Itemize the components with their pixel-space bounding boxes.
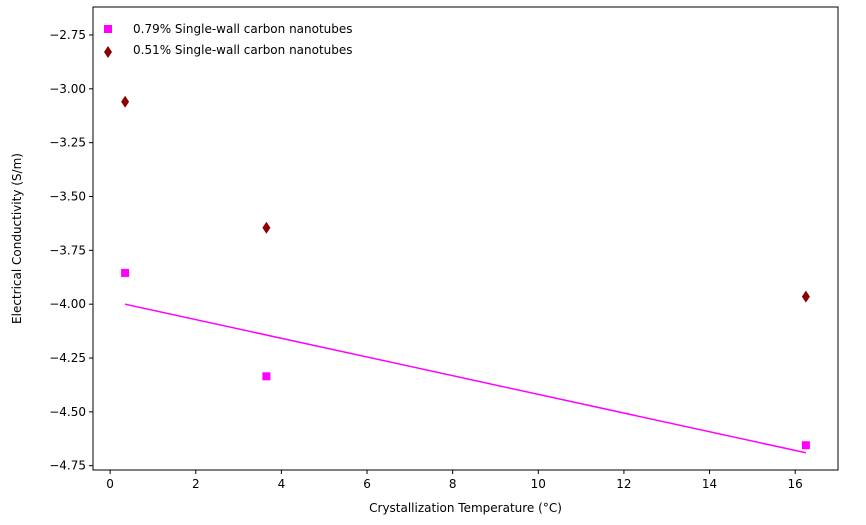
y-tick-label: −3.50 (49, 190, 86, 204)
x-axis-label: Crystallization Temperature (°C) (369, 501, 562, 515)
y-tick-label: −4.25 (49, 351, 86, 365)
x-axis: 0 2 4 6 8 10 12 14 16 (106, 470, 803, 491)
x-tick-label: 10 (531, 477, 546, 491)
y-axis-label: Electrical Conductivity (S/m) (10, 153, 24, 324)
legend-diamond-marker (104, 46, 112, 58)
trend-line (124, 303, 807, 454)
x-tick-label: 2 (192, 477, 200, 491)
legend-square-marker (104, 25, 112, 33)
y-tick-label: −3.00 (49, 82, 86, 96)
legend-label: 0.51% Single-wall carbon nanotubes (133, 43, 353, 57)
x-tick-label: 12 (616, 477, 631, 491)
y-tick-label: −3.75 (49, 243, 86, 257)
y-tick-label: −4.75 (49, 459, 86, 473)
x-tick-label: 4 (278, 477, 286, 491)
y-tick-label: −4.50 (49, 405, 86, 419)
y-tick-label: −3.25 (49, 136, 86, 150)
y-axis: −2.75 −3.00 −3.25 −3.50 −3.75 −4.00 −4.25 −4.50… (49, 28, 93, 473)
x-tick-label: 0 (106, 477, 114, 491)
x-tick-label: 16 (788, 477, 803, 491)
y-tick-label: −4.00 (49, 297, 86, 311)
x-tick-label: 14 (702, 477, 717, 491)
x-tick-label: 8 (449, 477, 457, 491)
legend-label: 0.79% Single-wall carbon nanotubes (133, 22, 353, 36)
diamond-marker (262, 221, 271, 234)
square-marker (121, 268, 130, 277)
diamond-marker (801, 290, 810, 303)
square-marker (801, 441, 810, 450)
plot-area (121, 95, 810, 454)
y-tick-label: −2.75 (49, 28, 86, 42)
diamond-marker (121, 95, 130, 108)
legend: 0.79% Single-wall carbon nanotubes 0.51% … (104, 22, 353, 58)
x-tick-label: 6 (363, 477, 371, 491)
axes-frame (92, 6, 839, 471)
square-marker (262, 372, 271, 381)
